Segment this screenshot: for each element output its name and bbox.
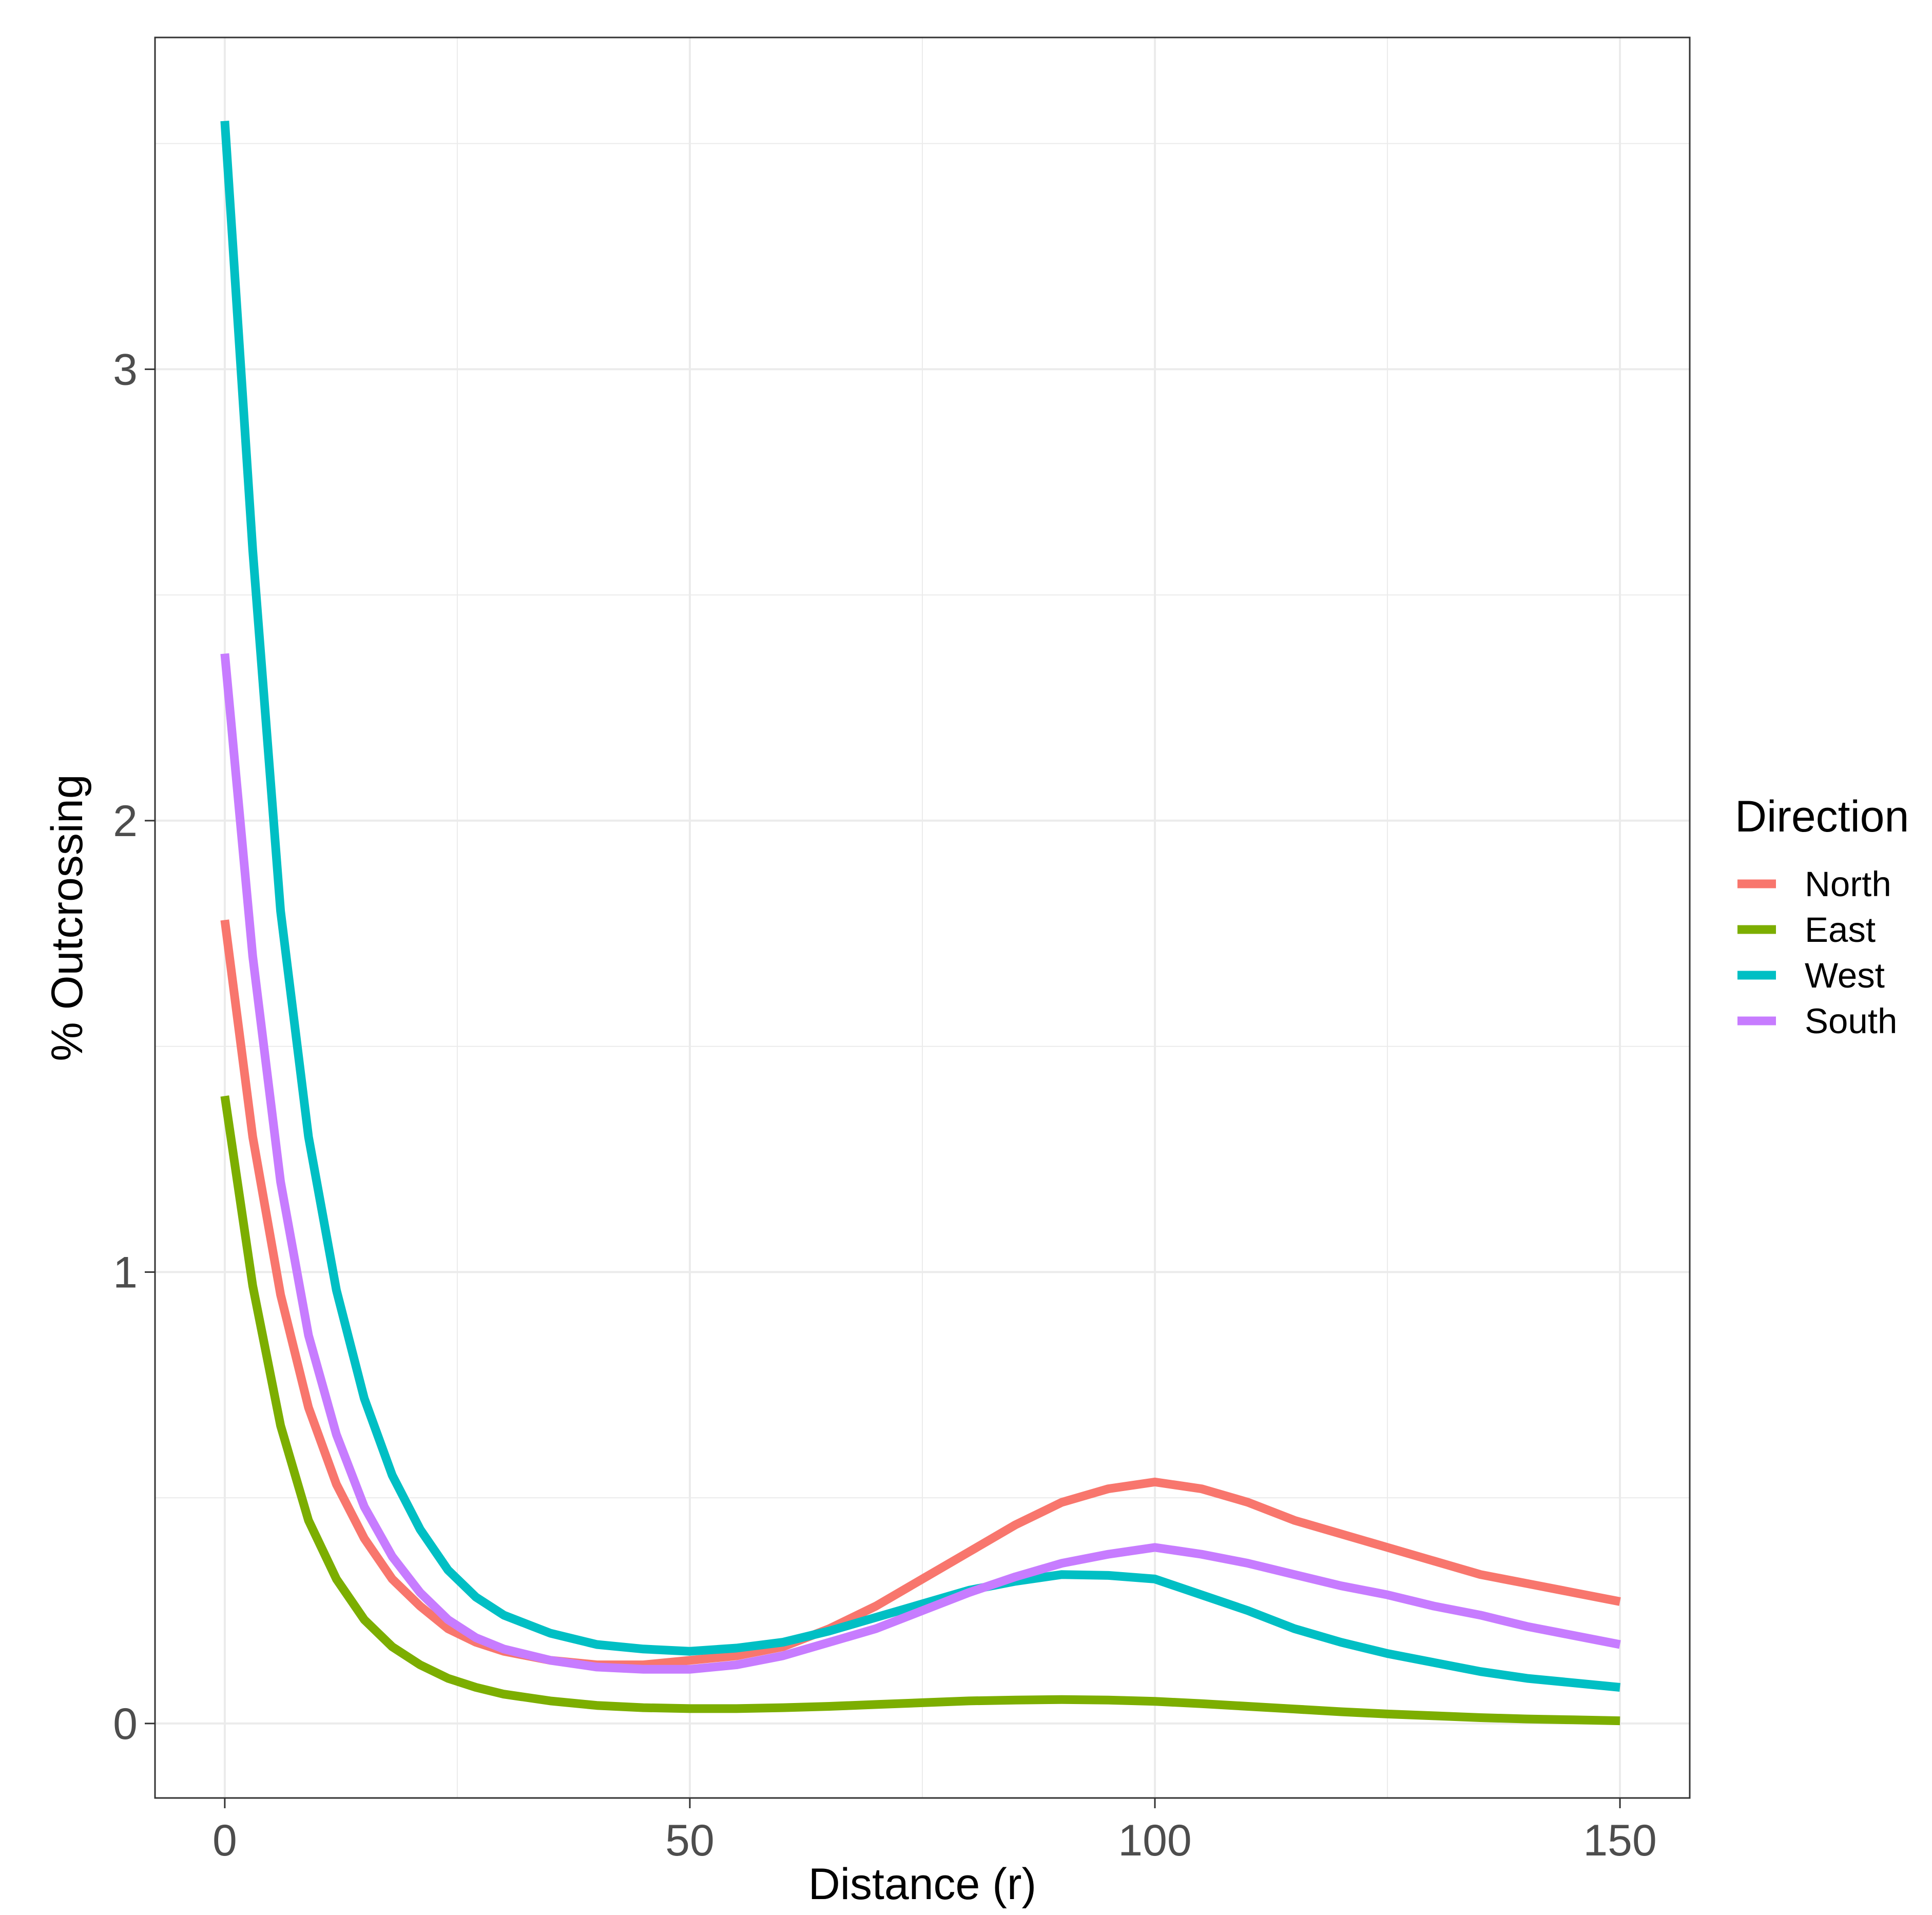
panel-border xyxy=(154,36,1691,1799)
y-axis-title: % Outcrossing xyxy=(43,774,92,1061)
x-tick-label: 100 xyxy=(1118,1816,1192,1865)
x-tick-label: 0 xyxy=(212,1816,237,1865)
x-axis-title: Distance (r) xyxy=(808,1860,1036,1909)
y-axis: 0 1 2 3 xyxy=(113,345,155,1749)
series-line-south xyxy=(220,653,1621,1674)
y-tick-label: 0 xyxy=(113,1699,138,1749)
minor-gridlines xyxy=(155,37,1690,1798)
x-tick-label: 50 xyxy=(665,1816,714,1865)
legend-items: North East West South xyxy=(1737,864,1897,1041)
x-tick-label: 150 xyxy=(1583,1816,1657,1865)
series-lines xyxy=(220,121,1621,1726)
y-tick-label: 2 xyxy=(113,797,138,846)
legend-label-east: East xyxy=(1805,910,1876,950)
y-tick-label: 3 xyxy=(113,345,138,394)
legend-label-west: West xyxy=(1805,956,1885,995)
legend-label-south: South xyxy=(1805,1001,1897,1041)
y-tick-label: 1 xyxy=(113,1248,138,1297)
series-line-east xyxy=(220,1095,1620,1726)
x-axis: 0 50 100 150 xyxy=(212,1798,1657,1865)
series-line-west xyxy=(220,121,1620,1692)
legend-title: Direction xyxy=(1735,792,1909,841)
legend-label-north: North xyxy=(1805,864,1891,904)
major-gridlines xyxy=(155,37,1690,1798)
legend: Direction North East West South xyxy=(1735,792,1909,1041)
